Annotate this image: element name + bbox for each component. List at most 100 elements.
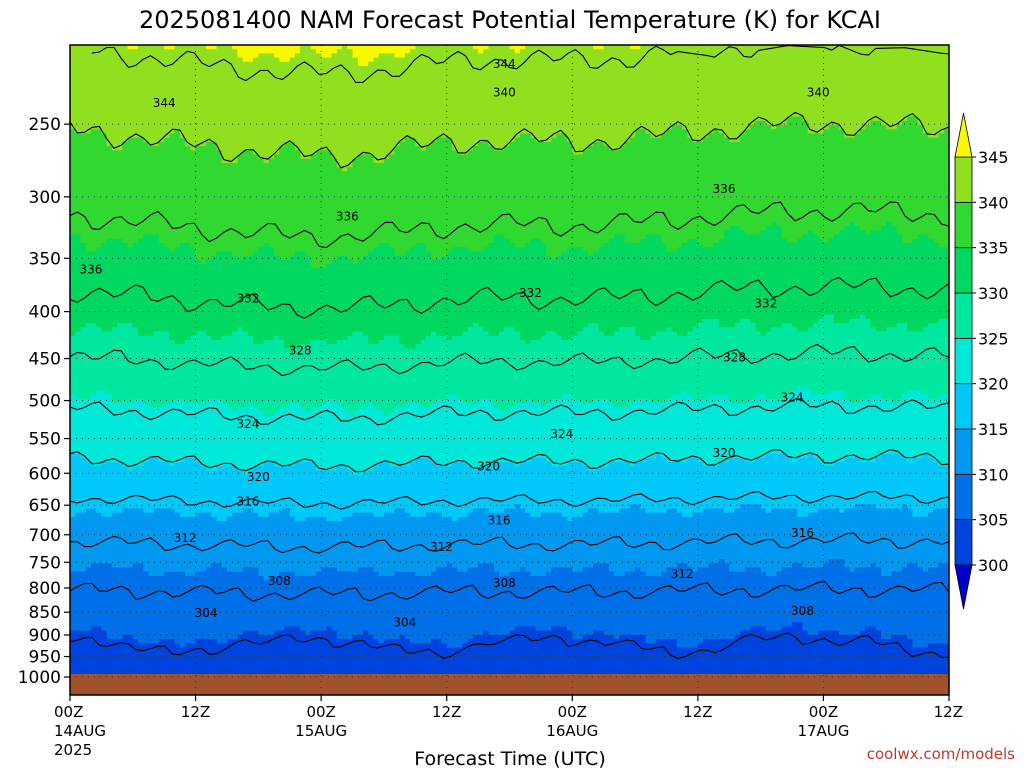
band-cell bbox=[912, 563, 919, 649]
band-cell bbox=[478, 508, 484, 564]
band-cell bbox=[75, 45, 82, 135]
band-cell bbox=[478, 470, 484, 510]
band-cell bbox=[226, 251, 233, 337]
band-cell bbox=[90, 251, 97, 324]
band-cell bbox=[263, 45, 270, 55]
band-cell bbox=[493, 150, 500, 236]
band-cell bbox=[117, 567, 123, 640]
band-cell bbox=[870, 45, 877, 122]
band-cell bbox=[598, 563, 605, 632]
band-cell bbox=[771, 398, 777, 455]
contour-label-text: 320 bbox=[713, 446, 736, 460]
band-cell bbox=[901, 457, 908, 505]
band-cell bbox=[635, 634, 641, 678]
band-cell bbox=[765, 630, 772, 678]
contour-label: 324 bbox=[236, 417, 259, 431]
band-cell bbox=[640, 339, 647, 400]
band-cell bbox=[352, 411, 359, 476]
band-cell bbox=[629, 634, 636, 678]
band-cell bbox=[724, 512, 730, 564]
band-cell bbox=[812, 512, 819, 569]
band-cell bbox=[457, 462, 464, 518]
band-cell bbox=[703, 398, 709, 467]
band-cell bbox=[488, 512, 495, 564]
band-cell bbox=[363, 255, 369, 337]
band-cell bbox=[692, 141, 699, 240]
band-cell bbox=[776, 125, 783, 227]
band-cell bbox=[132, 466, 139, 510]
band-cell bbox=[247, 255, 254, 337]
band-cell bbox=[326, 57, 333, 151]
band-cell bbox=[713, 129, 720, 244]
band-cell bbox=[729, 141, 736, 227]
band-cell bbox=[807, 133, 814, 231]
band-cell bbox=[640, 508, 647, 573]
band-cell bbox=[242, 331, 249, 408]
band-cell bbox=[886, 398, 893, 455]
band-cell bbox=[640, 45, 647, 130]
band-cell bbox=[70, 453, 76, 518]
band-cell bbox=[138, 335, 144, 400]
band-cell bbox=[781, 508, 788, 569]
band-cell bbox=[928, 238, 934, 324]
band-cell bbox=[880, 508, 887, 577]
band-cell bbox=[504, 462, 511, 510]
band-cell bbox=[347, 639, 354, 678]
band-cell bbox=[368, 470, 375, 514]
band-cell bbox=[153, 407, 160, 459]
band-cell bbox=[656, 575, 662, 640]
band-cell bbox=[85, 323, 92, 400]
band-cell bbox=[823, 45, 830, 130]
band-cell bbox=[912, 457, 919, 518]
contour-label: 336 bbox=[713, 182, 736, 196]
band-cell bbox=[331, 521, 338, 569]
band-cell bbox=[645, 457, 652, 514]
band-cell bbox=[368, 45, 375, 63]
band-cell bbox=[928, 567, 934, 644]
band-cell bbox=[80, 243, 87, 328]
band-cell bbox=[179, 571, 186, 649]
band-cell bbox=[368, 567, 375, 636]
band-cell bbox=[713, 466, 720, 510]
band-cell bbox=[342, 339, 348, 408]
band-cell bbox=[431, 259, 437, 333]
contour-label: 340 bbox=[807, 86, 830, 100]
band-cell bbox=[347, 516, 354, 573]
band-cell bbox=[896, 234, 903, 324]
band-cell bbox=[268, 634, 275, 678]
band-cell bbox=[608, 634, 615, 678]
band-cell bbox=[922, 571, 929, 649]
band-cell bbox=[451, 45, 458, 151]
band-cell bbox=[807, 390, 814, 455]
band-cell bbox=[289, 516, 296, 573]
band-cell bbox=[143, 45, 150, 143]
contour-label: 308 bbox=[493, 576, 516, 590]
y-tick-label: 700 bbox=[29, 526, 61, 546]
band-cell bbox=[467, 639, 474, 678]
band-cell bbox=[886, 129, 893, 223]
contour-label-text: 304 bbox=[393, 615, 416, 629]
band-cell bbox=[572, 571, 579, 640]
band-cell bbox=[164, 403, 171, 463]
contour-label: 332 bbox=[754, 297, 777, 311]
band-cell bbox=[687, 394, 694, 459]
band-cell bbox=[901, 504, 908, 569]
band-cell bbox=[232, 45, 239, 50]
band-cell bbox=[509, 243, 516, 328]
band-cell bbox=[744, 45, 751, 130]
band-cell bbox=[431, 403, 437, 463]
band-cell bbox=[781, 125, 788, 240]
colorbar-arrow-bottom bbox=[954, 564, 973, 610]
band-cell bbox=[221, 466, 228, 522]
band-cell bbox=[127, 403, 134, 472]
band-cell bbox=[656, 639, 662, 678]
band-cell bbox=[577, 247, 584, 333]
band-cell bbox=[880, 639, 887, 678]
band-cell bbox=[540, 141, 547, 244]
band-cell bbox=[614, 150, 620, 236]
contour-label: 328 bbox=[723, 351, 746, 365]
band-cell bbox=[504, 575, 511, 636]
band-cell bbox=[587, 567, 594, 636]
band-cell bbox=[336, 45, 343, 50]
band-cell bbox=[582, 466, 589, 514]
